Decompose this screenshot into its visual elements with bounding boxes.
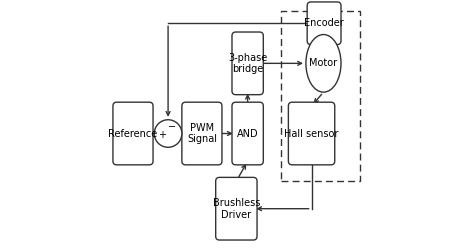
FancyBboxPatch shape [232, 32, 264, 95]
Text: Encoder: Encoder [304, 18, 344, 28]
Circle shape [155, 120, 182, 147]
FancyBboxPatch shape [307, 2, 341, 45]
Text: Reference: Reference [109, 129, 158, 139]
FancyBboxPatch shape [113, 102, 153, 165]
Text: 3-phase
bridge: 3-phase bridge [228, 53, 267, 74]
Text: +: + [158, 130, 166, 140]
FancyBboxPatch shape [232, 102, 264, 165]
FancyBboxPatch shape [216, 177, 257, 240]
Text: AND: AND [237, 129, 258, 139]
Ellipse shape [306, 35, 341, 92]
Text: PWM
Signal: PWM Signal [187, 123, 217, 144]
FancyBboxPatch shape [288, 102, 335, 165]
Bar [281, 11, 360, 181]
Text: −: − [168, 122, 176, 132]
FancyBboxPatch shape [182, 102, 222, 165]
Text: Hall sensor: Hall sensor [284, 129, 339, 139]
Text: Brushless
Driver: Brushless Driver [213, 198, 260, 219]
Text: Motor: Motor [310, 58, 337, 68]
